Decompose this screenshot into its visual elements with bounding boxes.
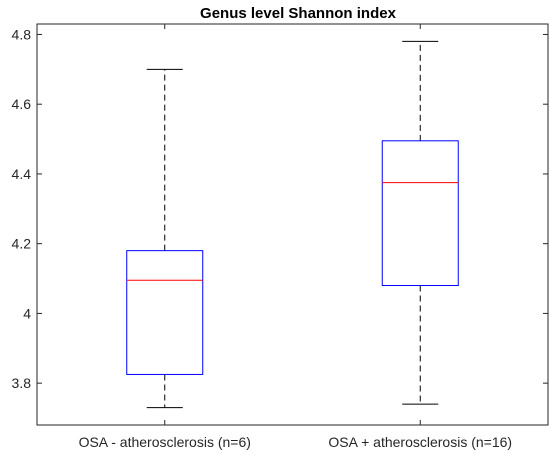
y-axis: 3.8 4 4.2 4.4 4.6 4.8 — [12, 26, 548, 391]
box-2 — [381, 40, 459, 405]
y-tick-label: 3.8 — [12, 375, 32, 391]
box-group — [126, 40, 459, 409]
chart-title: Genus level Shannon index — [200, 5, 397, 22]
box-1 — [126, 68, 204, 409]
y-tick-label: 4.8 — [12, 26, 32, 42]
category-label: OSA - atherosclerosis (n=6) — [79, 434, 251, 450]
y-tick-label: 4.2 — [12, 236, 32, 252]
y-tick-label: 4.6 — [12, 96, 32, 112]
x-axis: OSA - atherosclerosis (n=6) OSA + atheros… — [79, 24, 512, 450]
iqr-box — [126, 250, 204, 375]
plot-area — [36, 23, 549, 426]
category-label: OSA + atherosclerosis (n=16) — [328, 434, 512, 450]
y-tick-label: 4.4 — [12, 166, 32, 182]
iqr-box — [381, 140, 459, 287]
y-tick-label: 4 — [23, 305, 31, 321]
